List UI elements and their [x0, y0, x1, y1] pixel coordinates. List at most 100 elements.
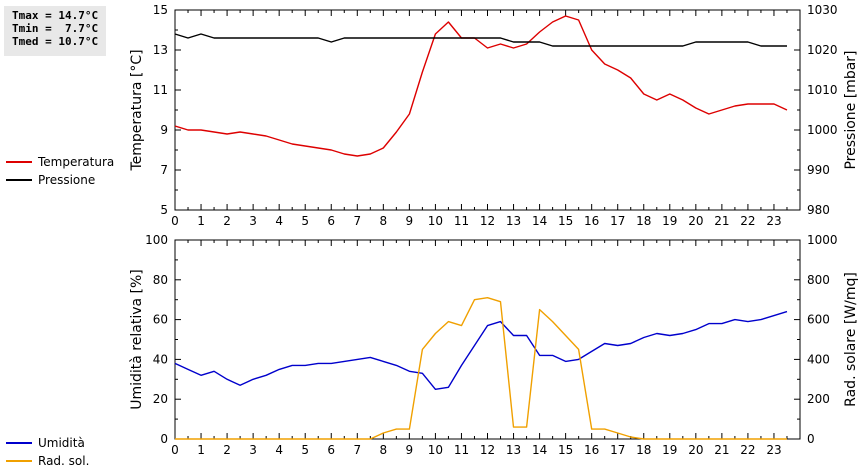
- x-tick-label: 9: [406, 443, 414, 457]
- x-tick-label: 20: [688, 443, 703, 457]
- x-tick-label: 16: [584, 443, 599, 457]
- y-tick-label: 0: [160, 432, 168, 446]
- legend-item-umidita: Umidità: [6, 434, 89, 452]
- y-tick-label: 11: [153, 83, 168, 97]
- y2-tick-label: 1000: [807, 123, 838, 137]
- x-tick-label: 7: [353, 214, 361, 228]
- x-tick-label: 19: [662, 214, 677, 228]
- x-tick-label: 21: [714, 443, 729, 457]
- legend-top: Temperatura Pressione: [6, 153, 114, 189]
- x-tick-label: 20: [688, 214, 703, 228]
- y-tick-label: 7: [160, 163, 168, 177]
- x-tick-label: 18: [636, 214, 651, 228]
- x-tick-label: 6: [327, 443, 335, 457]
- x-tick-label: 12: [480, 214, 495, 228]
- y-tick-label: 13: [153, 43, 168, 57]
- y2-tick-label: 980: [807, 203, 830, 217]
- y2-tick-label: 400: [807, 352, 830, 366]
- x-tick-label: 15: [558, 214, 573, 228]
- x-tick-label: 3: [249, 214, 257, 228]
- x-tick-label: 23: [766, 214, 781, 228]
- chart-panel-2: 0 1 2 3 4 5 6 7 8 9 10 11 12 13 14 15 16 17 18 19 20 21 22 2302…: [129, 233, 859, 457]
- x-tick-label: 8: [380, 214, 388, 228]
- y-tick-label: 60: [153, 313, 168, 327]
- x-tick-label: 4: [275, 214, 283, 228]
- chart-panel-1: 0 1 2 3 4 5 6 7 8 9 10 11 12 13 14 15 16 17 18 19 20 21 22 2357…: [129, 3, 859, 228]
- x-tick-label: 8: [380, 443, 388, 457]
- y2-tick-label: 600: [807, 313, 830, 327]
- x-tick-label: 15: [558, 443, 573, 457]
- legend-label-pressione: Pressione: [38, 173, 96, 187]
- x-tick-label: 2: [223, 214, 231, 228]
- stat-tmax: Tmax = 14.7°C: [12, 9, 99, 22]
- x-tick-label: 4: [275, 443, 283, 457]
- x-tick-label: 17: [610, 443, 625, 457]
- legend-item-pressione: Pressione: [6, 171, 114, 189]
- x-tick-label: 2: [223, 443, 231, 457]
- legend-label-temperatura: Temperatura: [38, 155, 115, 169]
- x-tick-label: 16: [584, 214, 599, 228]
- y-axis-label: Temperatura [°C]: [129, 49, 145, 171]
- x-tick-label: 5: [301, 214, 309, 228]
- stat-tmed: Tmed = 10.7°C: [12, 35, 99, 48]
- plot-frame: [174, 9, 801, 211]
- y-tick-label: 9: [160, 123, 168, 137]
- x-tick-label: 3: [249, 443, 257, 457]
- y2-tick-label: 0: [807, 432, 815, 446]
- y-tick-label: 20: [153, 392, 168, 406]
- series-line-umidita: [174, 310, 788, 390]
- x-tick-label: 23: [766, 443, 781, 457]
- x-tick-label: 14: [532, 443, 547, 457]
- y2-tick-label: 1000: [807, 233, 838, 247]
- legend-swatch-rad-sol: [6, 460, 32, 462]
- legend-swatch-temperatura: [6, 161, 32, 163]
- y-tick-label: 40: [153, 352, 168, 366]
- stat-tmin: Tmin = 7.7°C: [12, 22, 99, 35]
- y-tick-label: 5: [160, 203, 168, 217]
- y2-tick-label: 990: [807, 163, 830, 177]
- x-tick-label: 13: [506, 443, 521, 457]
- x-tick-label: 13: [506, 214, 521, 228]
- x-tick-label: 12: [480, 443, 495, 457]
- x-tick-label: 19: [662, 443, 677, 457]
- x-tick-label: 11: [454, 214, 469, 228]
- y-axis-label: Umidità relativa [%]: [129, 269, 145, 410]
- legend-swatch-umidita: [6, 442, 32, 444]
- weather-charts: 0 1 2 3 4 5 6 7 8 9 10 11 12 13 14 15 16 17 18 19 20 21 22 2357…: [129, 3, 859, 457]
- y-tick-label: 80: [153, 273, 168, 287]
- y2-axis-label: Rad. solare [W/mq]: [843, 272, 859, 407]
- x-tick-label: 18: [636, 443, 651, 457]
- y2-axis-label: Pressione [mbar]: [843, 50, 859, 169]
- y2-tick-label: 800: [807, 273, 830, 287]
- legend-item-temperatura: Temperatura: [6, 153, 114, 171]
- series-line-pressione: [174, 33, 787, 47]
- x-tick-label: 1: [197, 214, 205, 228]
- x-tick-label: 1: [197, 443, 205, 457]
- x-tick-label: 0: [171, 214, 179, 228]
- x-tick-label: 22: [740, 214, 755, 228]
- y-tick-label: 15: [153, 3, 168, 17]
- stats-box: Tmax = 14.7°C Tmin = 7.7°C Tmed = 10.7°C: [4, 6, 106, 56]
- legend-label-umidita: Umidità: [38, 436, 85, 450]
- x-tick-label: 17: [610, 214, 625, 228]
- series-line-rad-sol: [175, 297, 787, 440]
- x-tick-label: 10: [428, 443, 443, 457]
- x-tick-label: 14: [532, 214, 547, 228]
- legend-swatch-pressione: [6, 179, 32, 181]
- x-tick-label: 10: [428, 214, 443, 228]
- series-line-temperatura: [174, 15, 788, 157]
- x-tick-label: 5: [301, 443, 309, 457]
- x-tick-label: 11: [454, 443, 469, 457]
- y-tick-label: 100: [145, 233, 168, 247]
- x-tick-label: 22: [740, 443, 755, 457]
- x-tick-label: 21: [714, 214, 729, 228]
- x-tick-label: 9: [406, 214, 414, 228]
- x-tick-label: 6: [327, 214, 335, 228]
- y2-tick-label: 200: [807, 392, 830, 406]
- x-tick-label: 0: [171, 443, 179, 457]
- x-tick-label: 7: [353, 443, 361, 457]
- y2-tick-label: 1010: [807, 83, 838, 97]
- plot-frame: [174, 239, 801, 440]
- y2-tick-label: 1030: [807, 3, 838, 17]
- y2-tick-label: 1020: [807, 43, 838, 57]
